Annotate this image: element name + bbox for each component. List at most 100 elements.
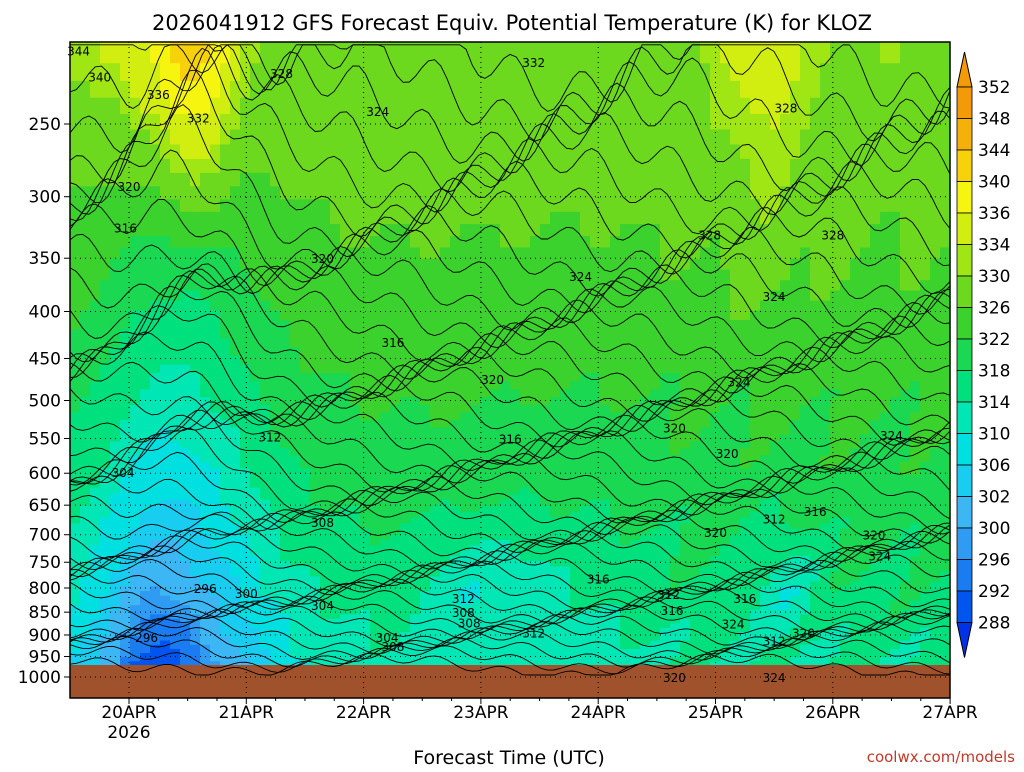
heatmap-cell (200, 561, 211, 567)
heatmap-cell (700, 528, 711, 536)
heatmap-cell (840, 373, 851, 382)
heatmap-cell (110, 487, 121, 495)
heatmap-cell (730, 113, 741, 131)
heatmap-cell (430, 389, 441, 398)
heatmap-cell (310, 258, 321, 271)
heatmap-cell (750, 499, 761, 507)
heatmap-cell (750, 539, 761, 546)
heatmap-cell (190, 550, 201, 557)
heatmap-cell (940, 172, 950, 187)
heatmap-cell (370, 448, 381, 456)
heatmap-cell (590, 511, 601, 519)
heatmap-cell (430, 373, 441, 382)
heatmap-cell (130, 186, 141, 200)
heatmap-cell (210, 441, 221, 449)
heatmap-cell (490, 364, 501, 374)
heatmap-cell (150, 269, 161, 281)
heatmap-cell (810, 487, 821, 495)
heatmap-cell (170, 97, 181, 115)
heatmap-cell (90, 539, 101, 546)
heatmap-cell (590, 461, 601, 470)
heatmap-cell (630, 247, 641, 260)
heatmap-cell (290, 389, 301, 398)
heatmap-cell (70, 269, 81, 281)
heatmap-cell (700, 427, 711, 435)
heatmap-cell (590, 364, 601, 374)
heatmap-cell (610, 523, 621, 530)
heatmap-cell (400, 300, 411, 311)
heatmap-cell (910, 224, 921, 237)
heatmap-cell (890, 481, 901, 489)
heatmap-cell (880, 144, 891, 160)
heatmap-cell (790, 172, 801, 187)
heatmap-cell (900, 347, 911, 357)
heatmap-cell (540, 555, 551, 562)
heatmap-cell (700, 481, 711, 489)
heatmap-cell (610, 397, 621, 406)
heatmap-cell (240, 528, 251, 536)
heatmap-cell (890, 300, 901, 311)
heatmap-cell (600, 247, 611, 260)
heatmap-cell (210, 172, 221, 187)
heatmap-cell (350, 499, 361, 507)
heatmap-cell (90, 455, 101, 463)
heatmap-cell (540, 211, 551, 225)
heatmap-cell (760, 389, 771, 398)
heatmap-cell (460, 404, 471, 414)
heatmap-cell (470, 517, 481, 524)
heatmap-cell (920, 455, 931, 463)
heatmap-cell (280, 461, 291, 470)
heatmap-cell (610, 461, 621, 470)
heatmap-cell (200, 474, 211, 482)
heatmap-cell (370, 310, 381, 321)
heatmap-cell (420, 329, 431, 340)
heatmap-cell (800, 310, 811, 321)
heatmap-cell (760, 481, 771, 489)
heatmap-cell (570, 364, 581, 374)
heatmap-cell (430, 555, 441, 562)
heatmap-cell (280, 550, 291, 557)
heatmap-cell (400, 269, 411, 281)
heatmap-cell (560, 97, 571, 115)
heatmap-cell (210, 186, 221, 200)
heatmap-cell (240, 455, 251, 463)
heatmap-cell (680, 550, 691, 557)
heatmap-cell (760, 455, 771, 463)
heatmap-cell (460, 247, 471, 260)
heatmap-cell (390, 199, 401, 213)
heatmap-cell (120, 113, 131, 131)
heatmap-cell (90, 481, 101, 489)
heatmap-cell (270, 505, 281, 513)
heatmap-cell (550, 505, 561, 513)
heatmap-cell (660, 545, 671, 552)
heatmap-cell (420, 144, 431, 160)
heatmap-cell (560, 280, 571, 292)
heatmap-cell (400, 224, 411, 237)
heatmap-cell (740, 42, 751, 64)
heatmap-cell (820, 555, 831, 562)
heatmap-cell (440, 517, 451, 524)
heatmap-cell (120, 427, 131, 435)
heatmap-cell (180, 427, 191, 435)
heatmap-cell (290, 448, 301, 456)
heatmap-cell (810, 63, 821, 82)
heatmap-cell (310, 280, 321, 292)
heatmap-cell (450, 300, 461, 311)
heatmap-cell (340, 448, 351, 456)
heatmap-cell (180, 310, 191, 321)
heatmap-cell (340, 199, 351, 213)
heatmap-cell (380, 224, 391, 237)
heatmap-cell (190, 381, 201, 390)
heatmap-cell (780, 555, 791, 562)
heatmap-cell (280, 468, 291, 476)
heatmap-cell (230, 539, 241, 546)
heatmap-cell (390, 461, 401, 470)
heatmap-cell (480, 550, 491, 557)
heatmap-cell (870, 555, 881, 562)
heatmap-cell (330, 427, 341, 435)
heatmap-cell (940, 493, 950, 501)
heatmap-cell (90, 505, 101, 513)
heatmap-cell (570, 211, 581, 225)
heatmap-cell (170, 329, 181, 340)
heatmap-cell (810, 397, 821, 406)
